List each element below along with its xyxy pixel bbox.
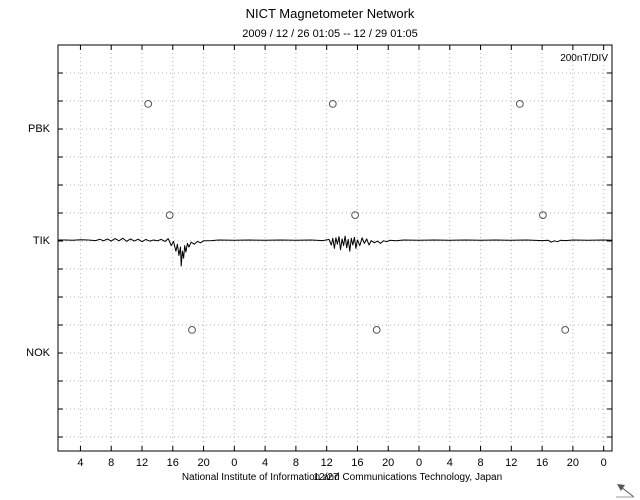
station-label-nok: NOK bbox=[26, 347, 51, 359]
x-tick-label: 8 bbox=[108, 457, 114, 469]
data-gap-marker bbox=[561, 326, 570, 334]
data-gap-marker bbox=[188, 326, 196, 334]
trace-tik bbox=[58, 235, 613, 267]
axis-ticks bbox=[58, 45, 612, 451]
x-tick-label: 0 bbox=[416, 457, 422, 469]
x-tick-label: 20 bbox=[197, 457, 209, 469]
chart-subtitle: 2009 / 12 / 26 01:05 -- 12 / 29 01:05 bbox=[242, 28, 418, 40]
x-tick-label: 12 bbox=[136, 457, 148, 469]
data-gap-marker bbox=[515, 100, 524, 108]
data-gap-marker bbox=[165, 211, 174, 220]
x-tick-label: 16 bbox=[351, 457, 363, 469]
data-markers bbox=[144, 100, 570, 334]
x-tick-label: 4 bbox=[447, 457, 453, 469]
x-tick-label: 12 bbox=[505, 457, 517, 469]
x-tick-label: 4 bbox=[262, 457, 268, 469]
x-tick-label: 20 bbox=[382, 457, 394, 469]
x-tick-label: 0 bbox=[601, 457, 607, 469]
chart-title: NICT Magnetometer Network bbox=[246, 6, 415, 21]
scale-label: 200nT/DIV bbox=[560, 53, 608, 64]
station-label-tik: TIK bbox=[33, 235, 51, 247]
footer-institute: National Institute of Information and Co… bbox=[182, 472, 502, 483]
station-label-pbk: PBK bbox=[28, 123, 51, 135]
station-labels: PBK TIK NOK bbox=[26, 123, 51, 359]
x-tick-label: 12 bbox=[321, 457, 333, 469]
corner-arrow-icon bbox=[620, 486, 635, 498]
data-gap-marker bbox=[539, 211, 547, 220]
plot-border bbox=[57, 44, 613, 452]
x-tick-label: 16 bbox=[167, 457, 179, 469]
x-tick-label: 16 bbox=[536, 457, 548, 469]
magnetometer-trace bbox=[58, 235, 613, 267]
data-gap-marker bbox=[144, 100, 153, 108]
x-axis-labels: 4 8 12 16 20 0 4 8 12 16 20 0 4 8 12 16 20 0 bbox=[77, 457, 606, 469]
x-tick-label: 8 bbox=[478, 457, 484, 469]
x-tick-label: 20 bbox=[567, 457, 579, 469]
corner-logo bbox=[616, 484, 635, 498]
x-tick-label: 4 bbox=[77, 457, 83, 469]
footer-date: 12/27 bbox=[313, 472, 338, 483]
corner-arrowhead-icon bbox=[617, 484, 625, 491]
data-gap-marker bbox=[351, 211, 360, 220]
data-gap-marker bbox=[328, 100, 337, 108]
x-tick-label: 8 bbox=[293, 457, 299, 469]
data-gap-marker bbox=[372, 326, 381, 334]
x-tick-label: 0 bbox=[231, 457, 237, 469]
